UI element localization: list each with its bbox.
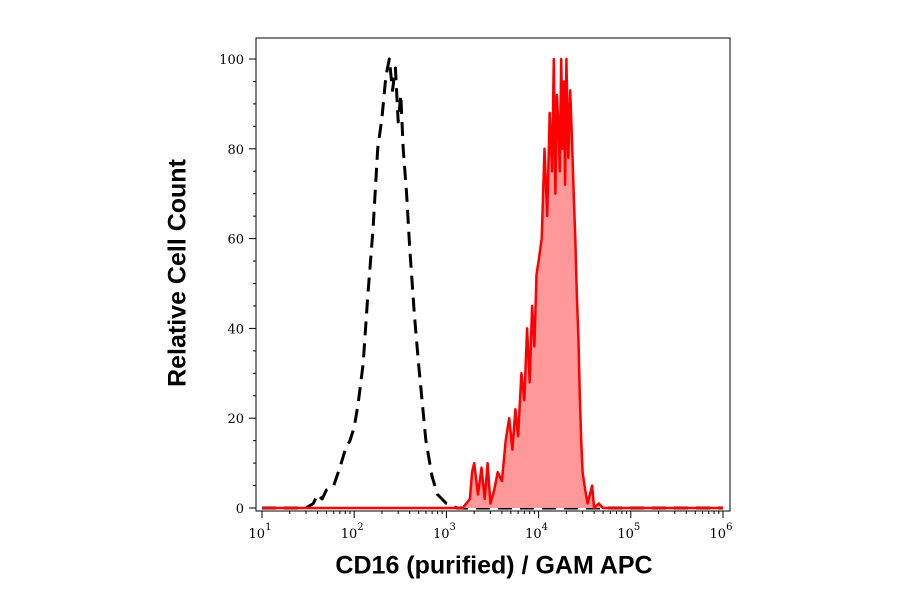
- x-tick-label: 103: [433, 522, 456, 542]
- control-series-line: [262, 57, 723, 510]
- x-tick-label: 102: [341, 522, 364, 542]
- data-series: [262, 57, 723, 510]
- y-axis-label: Relative Cell Count: [163, 159, 192, 387]
- x-tick-label: 105: [617, 522, 640, 542]
- x-tick-label: 104: [525, 522, 548, 542]
- axis-ticks: 0 20 40 60 80 100 101 102 103 104 105 106: [219, 53, 732, 542]
- plot-frame: [255, 37, 731, 512]
- x-tick-label: 106: [710, 522, 733, 542]
- y-tick-label: 100: [219, 53, 244, 68]
- y-tick-label: 20: [227, 412, 244, 427]
- y-tick-label: 0: [236, 502, 244, 517]
- x-tick-label: 101: [249, 522, 272, 542]
- y-tick-label: 40: [227, 322, 244, 337]
- series-area-fill: [262, 59, 723, 508]
- y-tick-label: 80: [227, 143, 244, 158]
- x-axis-label: CD16 (purified) / GAM APC: [335, 551, 653, 580]
- stained-series-line: [262, 57, 723, 510]
- y-tick-label: 60: [227, 233, 244, 248]
